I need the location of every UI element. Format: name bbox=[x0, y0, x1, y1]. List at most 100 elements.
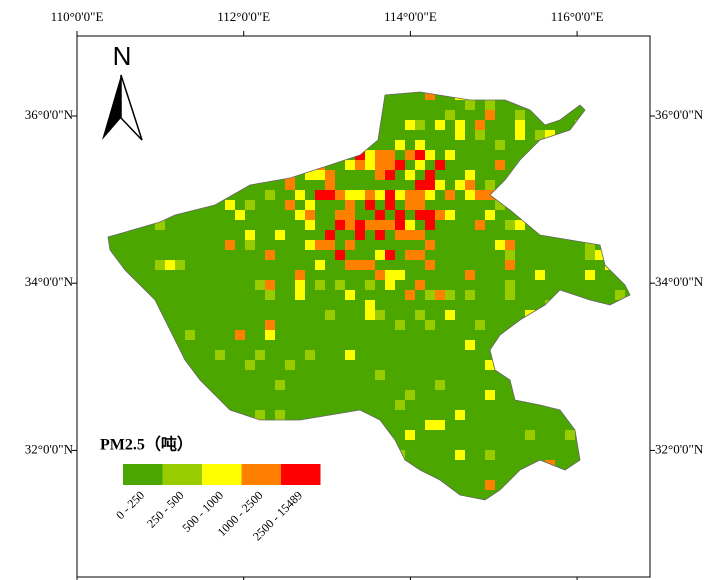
grid-cell bbox=[615, 290, 625, 300]
grid-cell bbox=[495, 140, 505, 150]
grid-cell bbox=[235, 160, 245, 170]
grid-cell bbox=[108, 350, 115, 360]
grid-cell bbox=[245, 450, 255, 460]
grid-cell bbox=[415, 280, 425, 290]
grid-cell bbox=[355, 260, 365, 270]
grid-cell bbox=[575, 200, 585, 210]
grid-cell bbox=[405, 230, 415, 240]
grid-cell bbox=[415, 180, 425, 190]
grid-cell bbox=[265, 250, 275, 260]
grid-cell bbox=[275, 410, 285, 420]
grid-cell bbox=[215, 110, 225, 120]
grid-cell bbox=[315, 150, 325, 160]
grid-cell bbox=[445, 190, 455, 200]
grid-cell bbox=[295, 280, 305, 290]
grid-cell bbox=[335, 150, 345, 160]
y-tick-label: 34°0'0"N bbox=[25, 274, 74, 289]
grid-cell bbox=[175, 260, 185, 270]
grid-cell bbox=[265, 280, 275, 290]
grid-cell bbox=[305, 240, 315, 250]
grid-cell bbox=[615, 380, 625, 390]
grid-cell bbox=[615, 160, 625, 170]
grid-cell bbox=[565, 320, 575, 330]
grid-cell bbox=[365, 260, 375, 270]
grid-cell bbox=[245, 230, 255, 240]
grid-cell bbox=[475, 120, 485, 130]
x-tick-label: 116°0'0"E bbox=[551, 9, 604, 24]
grid-cell bbox=[505, 290, 515, 300]
grid-cell bbox=[345, 240, 355, 250]
grid-cell bbox=[255, 280, 265, 290]
grid-cell bbox=[375, 210, 385, 220]
grid-cell bbox=[395, 190, 405, 200]
grid-cell bbox=[365, 190, 375, 200]
grid-cell bbox=[465, 270, 475, 280]
grid-cell bbox=[125, 190, 135, 200]
grid-cell bbox=[235, 140, 245, 150]
grid-cell bbox=[405, 390, 415, 400]
grid-cell bbox=[395, 450, 405, 460]
grid-cell bbox=[195, 180, 205, 190]
legend-swatch bbox=[202, 464, 242, 485]
y-tick-label: 36°0'0"N bbox=[655, 107, 704, 122]
grid-cell bbox=[345, 440, 355, 450]
grid-cell bbox=[495, 200, 505, 210]
grid-cell bbox=[285, 450, 295, 460]
grid-cell bbox=[465, 100, 475, 110]
grid-cell bbox=[435, 380, 445, 390]
grid-cell bbox=[295, 290, 305, 300]
grid-cell bbox=[255, 92, 265, 100]
grid-cell bbox=[375, 370, 385, 380]
grid-cell bbox=[145, 92, 155, 100]
grid-cell bbox=[385, 150, 395, 160]
grid-cell bbox=[375, 220, 385, 230]
legend-swatch bbox=[241, 464, 281, 485]
grid-cell bbox=[335, 280, 345, 290]
grid-cell bbox=[415, 160, 425, 170]
grid-cell bbox=[375, 230, 385, 240]
grid-cell bbox=[385, 250, 395, 260]
grid-cell bbox=[535, 130, 545, 140]
y-tick-label: 34°0'0"N bbox=[655, 274, 704, 289]
grid-cell bbox=[575, 180, 585, 190]
grid-cell bbox=[405, 220, 415, 230]
grid-cell bbox=[405, 120, 415, 130]
grid-cell bbox=[345, 160, 355, 170]
grid-cell bbox=[135, 290, 145, 300]
grid-cell bbox=[575, 230, 585, 240]
grid-cell bbox=[325, 190, 335, 200]
grid-cell bbox=[365, 470, 375, 480]
grid-cell bbox=[305, 170, 315, 180]
grid-cell bbox=[355, 160, 365, 170]
grid-cell bbox=[205, 400, 215, 410]
grid-cell bbox=[115, 160, 125, 170]
grid-cell bbox=[295, 140, 305, 150]
grid-cell bbox=[625, 210, 630, 220]
grid-cell bbox=[575, 210, 585, 220]
grid-cell bbox=[355, 190, 365, 200]
x-tick-label: 112°0'0"E bbox=[217, 9, 270, 24]
grid-cell bbox=[365, 130, 375, 140]
grid-cell bbox=[365, 200, 375, 210]
legend-swatch bbox=[162, 464, 202, 485]
grid-cell bbox=[595, 250, 605, 260]
grid-cell bbox=[108, 300, 115, 310]
grid-cell bbox=[365, 150, 375, 160]
grid-cell bbox=[325, 240, 335, 250]
grid-cell bbox=[275, 380, 285, 390]
grid-cell bbox=[255, 350, 265, 360]
grid-cell bbox=[185, 420, 195, 430]
grid-cell bbox=[285, 200, 295, 210]
grid-cell bbox=[395, 320, 405, 330]
grid-cell bbox=[485, 110, 495, 120]
grid-cell bbox=[625, 140, 630, 150]
grid-cell bbox=[275, 230, 285, 240]
grid-cell bbox=[455, 180, 465, 190]
grid-cell bbox=[445, 210, 455, 220]
grid-cell bbox=[485, 480, 495, 490]
grid-cell bbox=[295, 270, 305, 280]
grid-cell bbox=[385, 270, 395, 280]
grid-cell bbox=[505, 260, 515, 270]
